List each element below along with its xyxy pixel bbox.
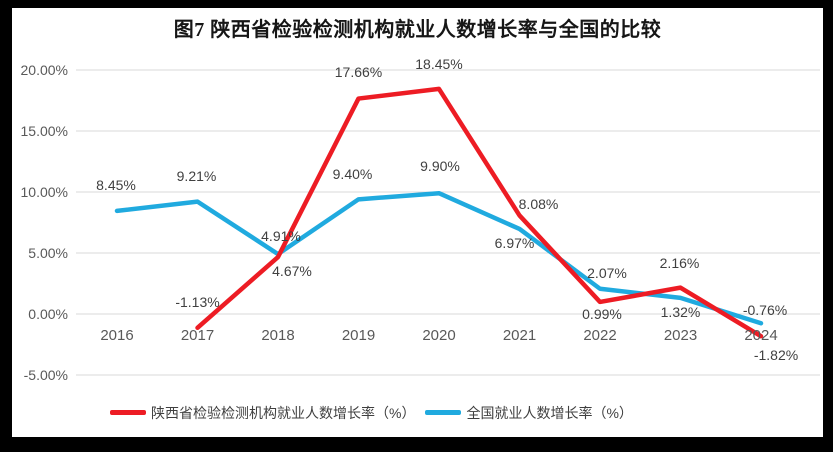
legend: 陕西省检验检测机构就业人数增长率（%） 全国就业人数增长率（%）: [110, 404, 633, 421]
data-label: -1.13%: [175, 293, 220, 310]
data-label: 18.45%: [415, 55, 463, 72]
x-axis-tick-label: 2023: [663, 327, 698, 344]
x-axis-tick-label: 2016: [100, 327, 134, 344]
data-label: 17.66%: [334, 63, 383, 80]
y-axis-tick-label: -5.00%: [23, 367, 68, 383]
y-axis-tick-label: 0.00%: [28, 306, 68, 322]
x-axis-tick-label: 2019: [341, 327, 376, 344]
data-label: -1.82%: [753, 347, 799, 364]
data-label: 2.07%: [587, 264, 627, 281]
data-label: 4.67%: [272, 263, 312, 280]
data-label: 2.16%: [659, 254, 700, 271]
x-axis-tick-label: 2018: [261, 327, 295, 344]
x-axis-tick-label: 2020: [422, 327, 456, 344]
blue-line-swatch-icon: [425, 410, 462, 415]
data-label: 6.97%: [494, 234, 535, 251]
series-line-0: [114, 190, 764, 326]
data-label: 9.90%: [420, 158, 460, 175]
chart-canvas: [12, 8, 823, 437]
red-line-swatch-icon: [110, 410, 146, 415]
y-axis-tick-label: 20.00%: [20, 62, 68, 78]
data-label: 0.99%: [582, 305, 622, 322]
data-label: 8.45%: [96, 176, 136, 193]
y-axis-tick-label: 5.00%: [28, 245, 68, 261]
legend-item-national: 全国就业人数增长率（%）: [425, 403, 633, 423]
legend-label-shaanxi: 陕西省检验检测机构就业人数增长率（%）: [151, 404, 416, 421]
x-axis-tick-label: 2021: [502, 327, 537, 344]
data-label: 8.08%: [518, 196, 559, 213]
x-axis-tick-label: 2024: [744, 327, 778, 344]
chart-title: 图7 陕西省检验检测机构就业人数增长率与全国的比较: [173, 19, 662, 41]
data-label: 1.32%: [660, 303, 701, 320]
legend-item-shaanxi: 陕西省检验检测机构就业人数增长率（%）: [110, 403, 415, 423]
y-axis-tick-label: 10.00%: [20, 184, 68, 200]
legend-label-national: 全国就业人数增长率（%）: [466, 404, 633, 421]
x-axis-tick-label: 2017: [180, 327, 215, 344]
data-label: 9.40%: [332, 166, 373, 183]
data-label: 4.91%: [261, 228, 301, 245]
y-axis-tick-label: 15.00%: [20, 123, 68, 139]
x-axis-tick-label: 2022: [583, 327, 617, 344]
series-line-1: [195, 86, 764, 339]
data-label: -0.76%: [742, 302, 788, 319]
data-label: 9.21%: [176, 167, 217, 184]
